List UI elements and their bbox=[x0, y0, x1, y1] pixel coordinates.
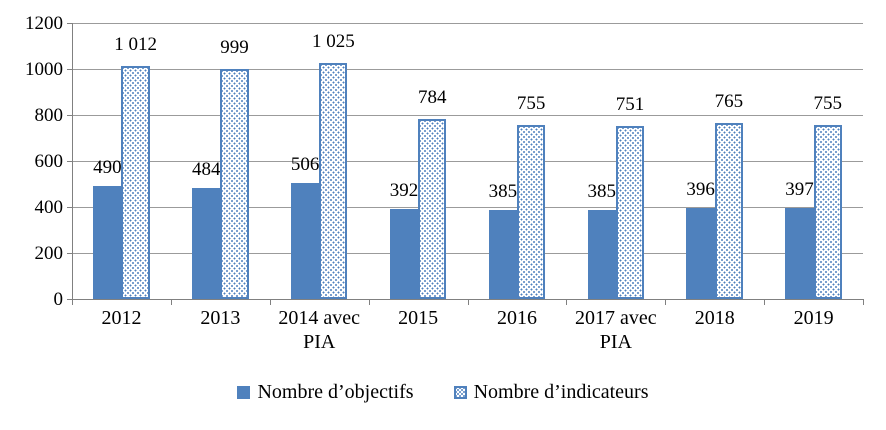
x-category-label: 2017 avec PIA bbox=[575, 306, 657, 354]
x-axis-tick bbox=[368, 299, 370, 305]
x-category-label-line: 2017 avec bbox=[574, 307, 657, 329]
bar-objectifs-2013 bbox=[192, 187, 221, 299]
x-category-label-line: 2016 bbox=[496, 307, 537, 329]
gridline bbox=[72, 69, 863, 70]
bar-objectifs-2018 bbox=[686, 207, 715, 299]
bar-value-label: 1 012 bbox=[114, 34, 157, 56]
legend-label: Nombre d’indicateurs bbox=[473, 381, 649, 403]
y-tick-label: 800 bbox=[34, 105, 64, 126]
bar-indicateurs-2015 bbox=[418, 118, 447, 299]
y-axis-tick bbox=[67, 161, 72, 162]
bar-value-label: 490 bbox=[93, 157, 122, 179]
x-axis-tick bbox=[269, 299, 271, 305]
x-category-label-line: 2012 bbox=[101, 307, 142, 329]
x-category-label: 2018 bbox=[695, 306, 735, 330]
x-category-label: 2015 bbox=[398, 306, 438, 330]
y-axis-tick bbox=[67, 69, 72, 70]
bar-indicateurs-2018 bbox=[714, 123, 743, 299]
bar-value-label: 999 bbox=[220, 37, 249, 59]
x-category-label-line: 2018 bbox=[694, 307, 735, 329]
bar-value-label: 784 bbox=[417, 86, 447, 108]
legend-item-indicateurs: Nombre d’indicateurs bbox=[453, 381, 649, 403]
y-tick-label: 600 bbox=[34, 151, 64, 172]
y-axis-tick bbox=[67, 23, 72, 24]
bar-value-label: 751 bbox=[615, 94, 645, 116]
y-tick-label: 200 bbox=[34, 243, 64, 264]
bar-indicateurs-2019 bbox=[813, 125, 842, 299]
y-axis-tick bbox=[67, 207, 72, 208]
gridline bbox=[72, 253, 863, 254]
x-category-label-line: PIA bbox=[303, 331, 336, 353]
bar-value-label: 396 bbox=[686, 178, 715, 200]
bar-indicateurs-2016 bbox=[516, 125, 546, 299]
bar-indicateurs-2017 bbox=[615, 126, 645, 299]
bar-value-label: 392 bbox=[389, 179, 419, 201]
y-axis-tick bbox=[67, 253, 72, 254]
bar-objectifs-2016 bbox=[488, 210, 517, 299]
gridline bbox=[72, 23, 863, 24]
bar-objectifs-2017 bbox=[587, 210, 616, 299]
gridline bbox=[72, 207, 863, 208]
bar-value-label: 765 bbox=[714, 91, 744, 113]
y-tick-label: 400 bbox=[34, 197, 64, 218]
gridline bbox=[72, 161, 863, 162]
x-category-label: 2019 bbox=[794, 306, 834, 330]
x-category-label: 2014 avec PIA bbox=[278, 306, 360, 354]
legend-swatch-objectifs bbox=[237, 385, 251, 399]
x-axis-tick bbox=[566, 299, 568, 305]
x-axis-tick bbox=[863, 299, 864, 305]
bar-objectifs-2019 bbox=[785, 207, 814, 299]
x-category-label-line: 2015 bbox=[398, 307, 439, 329]
x-category-label-line: 2019 bbox=[793, 307, 834, 329]
bar-indicateurs-2014 bbox=[319, 63, 348, 299]
bar-value-label: 385 bbox=[488, 181, 518, 203]
bar-objectifs-2012 bbox=[93, 186, 122, 299]
bar-value-label: 397 bbox=[785, 178, 814, 200]
gridline bbox=[72, 115, 863, 116]
y-axis-tick bbox=[67, 115, 72, 116]
y-tick-label: 0 bbox=[53, 289, 64, 310]
x-category-label: 2012 bbox=[101, 306, 141, 330]
x-category-label: 2013 bbox=[200, 306, 240, 330]
bar-indicateurs-2012 bbox=[121, 66, 150, 299]
bar-value-label: 484 bbox=[191, 158, 221, 180]
x-axis-tick bbox=[170, 299, 172, 305]
x-category-label-line: 2013 bbox=[200, 307, 241, 329]
bar-objectifs-2015 bbox=[389, 208, 419, 299]
x-axis-tick bbox=[72, 299, 73, 305]
x-category-label: 2016 bbox=[497, 306, 537, 330]
bar-value-label: 755 bbox=[516, 93, 546, 115]
y-axis-line bbox=[72, 23, 73, 299]
legend-item-objectifs: Nombre d’objectifs bbox=[237, 381, 414, 403]
x-axis-tick bbox=[764, 299, 766, 305]
bar-value-label: 385 bbox=[587, 181, 616, 203]
x-category-label-line: PIA bbox=[599, 331, 632, 353]
bar-objectifs-2014 bbox=[290, 182, 320, 299]
x-axis-tick bbox=[467, 299, 469, 305]
x-axis-tick bbox=[665, 299, 667, 305]
bar-value-label: 506 bbox=[290, 153, 320, 175]
bar-value-label: 1 025 bbox=[311, 31, 355, 53]
chart-legend: Nombre d’objectifs Nombre d’indicateurs bbox=[0, 381, 886, 403]
legend-label: Nombre d’objectifs bbox=[257, 381, 414, 403]
y-axis-tick bbox=[67, 299, 72, 300]
bar-indicateurs-2013 bbox=[220, 69, 249, 299]
legend-swatch-indicateurs bbox=[453, 385, 467, 399]
x-category-label-line: 2014 avec bbox=[278, 307, 361, 329]
y-tick-label: 1200 bbox=[25, 13, 63, 34]
y-tick-label: 1000 bbox=[25, 59, 63, 80]
bar-value-label: 755 bbox=[813, 93, 842, 115]
